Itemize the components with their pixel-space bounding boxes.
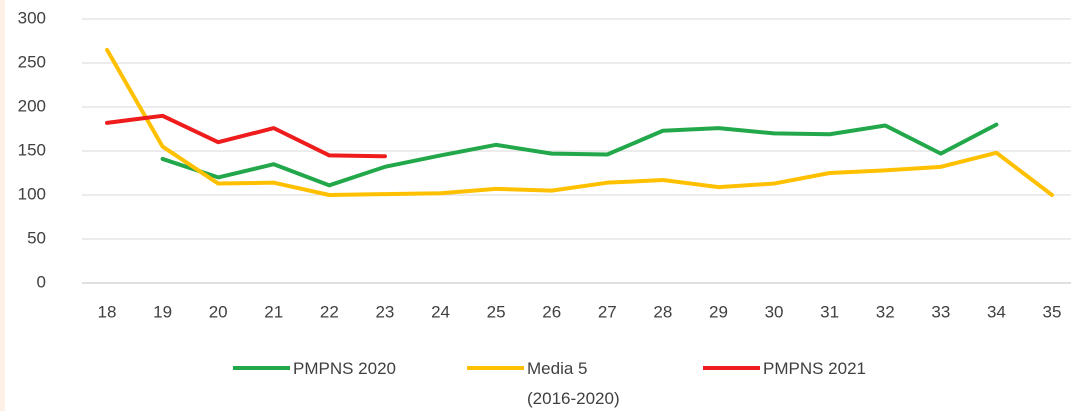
y-tick-label: 200 — [18, 96, 46, 115]
y-tick-label: 100 — [18, 184, 46, 203]
y-tick-label: 0 — [37, 272, 46, 291]
legend-swatch — [467, 366, 524, 370]
x-tick-label: 28 — [653, 302, 672, 321]
y-tick-label: 250 — [18, 52, 46, 71]
legend-swatch — [703, 366, 760, 370]
x-tick-label: 26 — [542, 302, 561, 321]
y-tick-label: 150 — [18, 140, 46, 159]
x-tick-label: 27 — [598, 302, 617, 321]
legend-label: Media 5 (2016-2020) — [527, 359, 620, 408]
x-tick-label: 20 — [209, 302, 228, 321]
x-tick-label: 34 — [987, 302, 1006, 321]
series-line — [105, 47, 1054, 197]
side-strip — [0, 0, 5, 411]
series-line — [105, 113, 387, 159]
x-tick-label: 29 — [709, 302, 728, 321]
x-tick-label: 35 — [1043, 302, 1062, 321]
x-tick-label: 30 — [765, 302, 784, 321]
x-tick-label: 21 — [264, 302, 283, 321]
x-tick-label: 22 — [320, 302, 339, 321]
x-tick-label: 19 — [153, 302, 172, 321]
legend-swatch — [233, 366, 290, 370]
legend-item: Media 5 (2016-2020) — [467, 354, 627, 411]
x-tick-label: 32 — [876, 302, 895, 321]
legend-item: PMPNS 2020 — [233, 354, 443, 384]
x-tick-label: 25 — [487, 302, 506, 321]
series-line — [160, 122, 999, 188]
legend-item: PMPNS 2021 — [703, 354, 913, 384]
legend-label: PMPNS 2021 — [763, 359, 866, 378]
y-tick-label: 300 — [18, 8, 46, 27]
x-tick-label: 18 — [98, 302, 117, 321]
x-tick-label: 31 — [820, 302, 839, 321]
legend-label: PMPNS 2020 — [293, 359, 396, 378]
x-tick-label: 23 — [375, 302, 394, 321]
x-tick-label: 24 — [431, 302, 450, 321]
x-tick-label: 33 — [931, 302, 950, 321]
y-tick-label: 50 — [27, 228, 46, 247]
